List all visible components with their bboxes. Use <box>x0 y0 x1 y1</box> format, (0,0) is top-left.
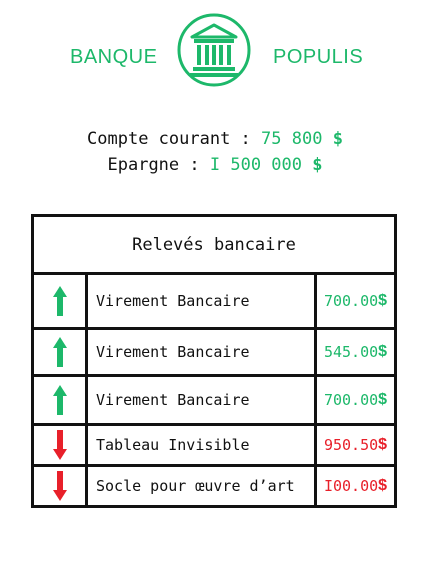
checking-value: 75 800 <box>261 129 323 149</box>
statement-label: Socle pour œuvre d’art <box>96 477 295 495</box>
arrow-up-icon <box>34 275 88 327</box>
bank-header: BANQUE POPULIS <box>0 8 430 92</box>
statement-amount: 700.00 $ <box>314 377 394 423</box>
statement-label: Virement Bancaire <box>96 343 250 361</box>
statement-row[interactable]: Socle pour œuvre d’art I00.00 $ <box>34 467 394 505</box>
statement-amount: 700.00 $ <box>314 275 394 327</box>
statement-row[interactable]: Virement Bancaire 545.00 $ <box>34 330 394 377</box>
statement-label: Virement Bancaire <box>96 292 250 310</box>
savings-balance-line: Epargne : I 500 000 $ <box>0 152 430 178</box>
statement-amount: 950.50 $ <box>314 426 394 464</box>
brand-name-left: BANQUE <box>70 46 158 68</box>
statement-amount: I00.00 $ <box>314 467 394 505</box>
statement-label: Tableau Invisible <box>96 436 250 454</box>
checking-balance-line: Compte courant : 75 800 $ <box>0 126 430 152</box>
statement-row[interactable]: Virement Bancaire 700.00 $ <box>34 275 394 330</box>
statement-label: Virement Bancaire <box>96 391 250 409</box>
statements-table: Relevés bancaire Virement Bancaire 700.0… <box>31 214 397 508</box>
checking-label: Compte courant : <box>87 129 251 149</box>
brand-name-right: POPULIS <box>273 46 364 68</box>
statements-title: Relevés bancaire <box>34 217 394 275</box>
arrow-down-icon <box>34 426 88 464</box>
statement-amount: 545.00 $ <box>314 330 394 374</box>
arrow-up-icon <box>34 377 88 423</box>
account-balances: Compte courant : 75 800 $ Epargne : I 50… <box>0 126 430 178</box>
savings-label: Epargne : <box>107 155 200 175</box>
statement-row[interactable]: Virement Bancaire 700.00 $ <box>34 377 394 426</box>
bank-building-icon <box>176 12 252 88</box>
arrow-up-icon <box>34 330 88 374</box>
statement-row[interactable]: Tableau Invisible 950.50 $ <box>34 426 394 467</box>
checking-currency: $ <box>332 129 343 149</box>
arrow-down-icon <box>34 467 88 505</box>
savings-currency: $ <box>312 155 323 175</box>
savings-value: I 500 000 <box>209 155 302 175</box>
